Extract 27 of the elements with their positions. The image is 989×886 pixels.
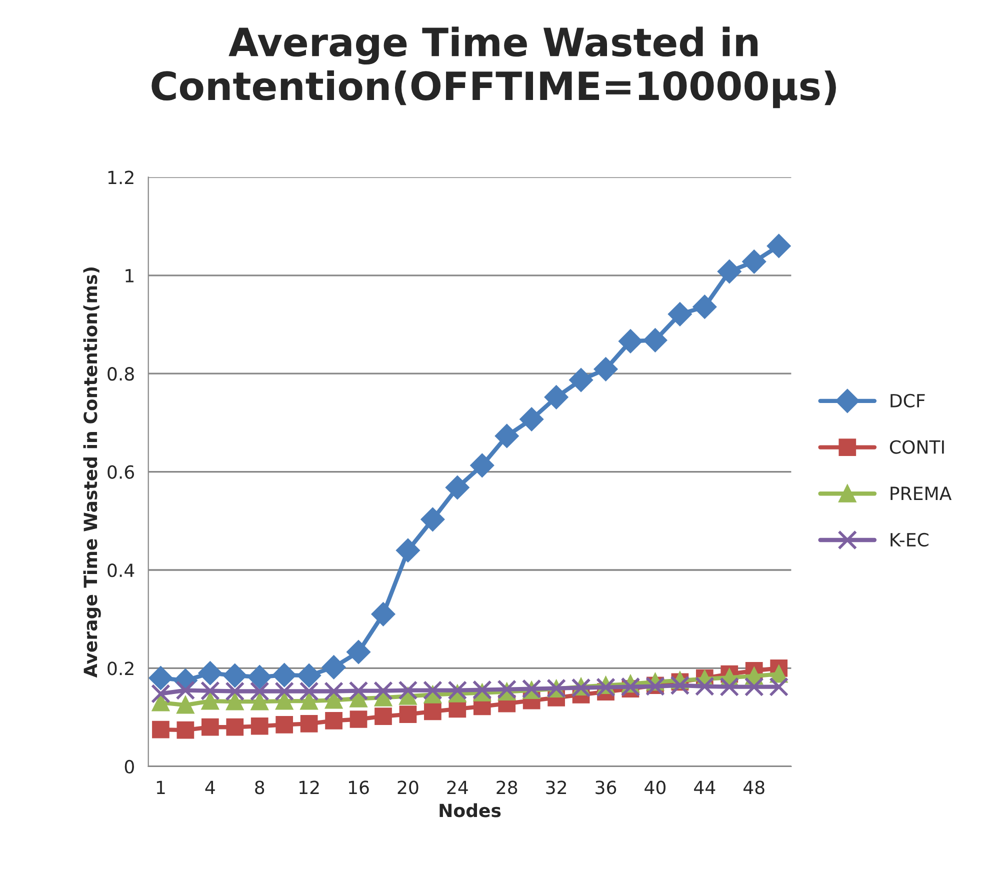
legend-label: K-EC <box>890 532 928 547</box>
x-tick-label: 20 <box>398 780 418 794</box>
x-tick-label: 4 <box>205 780 215 794</box>
y-tick-label: 1.2 <box>108 170 134 184</box>
x-tick-label: 28 <box>496 780 518 794</box>
x-tick-label: 16 <box>349 780 369 794</box>
y-tick-label: 0 <box>124 760 134 774</box>
x-tick-label: 40 <box>644 780 666 794</box>
y-tick-label: 1 <box>126 269 134 282</box>
legend-label: DCF <box>890 394 925 408</box>
y-tick-label: 0.4 <box>108 563 134 578</box>
x-axis-title: Nodes <box>440 803 501 818</box>
x-tick-label: 8 <box>255 780 264 794</box>
y-tick-label: 0.8 <box>108 367 134 381</box>
chart-title: Average Time Wasted in Contention(OFFTIME=10000µs) <box>152 26 836 108</box>
x-tick-label: 32 <box>546 780 566 794</box>
x-tick-label: 48 <box>744 780 764 794</box>
y-tick-label: 0.2 <box>108 662 134 676</box>
legend-label: PREMA <box>890 486 952 500</box>
x-tick-label: 12 <box>300 780 319 794</box>
x-tick-label: 44 <box>694 780 716 794</box>
y-axis-title: Average Time Wasted in Contention(ms) <box>83 267 101 678</box>
x-tick-label: 1 <box>156 780 165 794</box>
x-tick-label: 36 <box>596 780 616 794</box>
y-tick-label: 0.6 <box>108 465 134 479</box>
legend-label: CONTI <box>890 440 944 454</box>
x-tick-label: 24 <box>447 780 468 794</box>
